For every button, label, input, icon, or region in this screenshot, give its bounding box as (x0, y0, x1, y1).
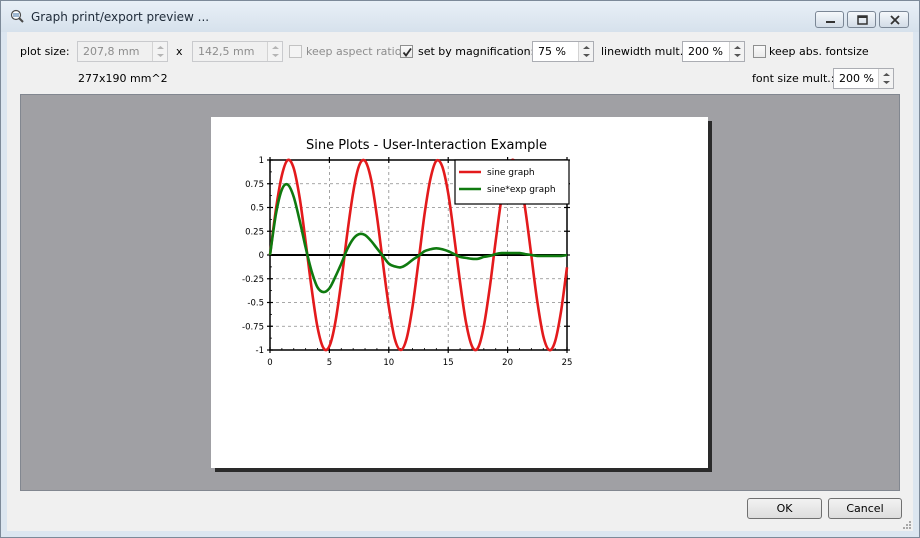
x-tick-label: 5 (327, 358, 332, 368)
linewidth-spin-arrows[interactable] (729, 42, 744, 61)
magnification-spin-arrows[interactable] (578, 42, 593, 61)
plot-width-spinbox[interactable]: 207,8 mm (77, 41, 168, 62)
plot-height-spin-arrows[interactable] (267, 42, 282, 61)
series-line-2 (268, 182, 568, 294)
plot-width-value: 207,8 mm (83, 45, 140, 58)
y-tick-label: 0.75 (245, 180, 264, 190)
resize-grip-icon[interactable] (901, 519, 911, 529)
font-size-spin-arrows[interactable] (878, 69, 893, 88)
plot-width-spin-arrows[interactable] (152, 42, 167, 61)
keep-aspect-label: keep aspect ratio (306, 45, 402, 58)
x-tick-label: 15 (443, 358, 454, 368)
y-tick-label: 0.25 (245, 227, 264, 237)
y-tick-label: 1 (259, 156, 264, 166)
x-tick-label: 20 (502, 358, 513, 368)
preview-page: Sine Plots - User-Interaction Example 1 0.… (211, 117, 708, 468)
ok-button[interactable]: OK (747, 498, 822, 519)
spin-arrows-icon (583, 46, 590, 57)
keep-abs-fontsize-label: keep abs. fontsize (769, 45, 869, 58)
plot-size-label: plot size: (20, 45, 70, 58)
y-tick-label: 0.5 (250, 204, 264, 214)
plot-height-spinbox[interactable]: 142,5 mm (192, 41, 283, 62)
x-tick-label: 10 (383, 358, 394, 368)
title-bar[interactable]: Graph print/export preview ... (1, 1, 919, 32)
y-tick-label: 0 (259, 251, 264, 261)
window-title: Graph print/export preview ... (31, 10, 210, 24)
keep-aspect-checkbox[interactable] (289, 45, 302, 58)
preview-area[interactable]: Sine Plots - User-Interaction Example 1 0.… (20, 94, 900, 491)
plot-height-value: 142,5 mm (198, 45, 255, 58)
y-tick-label: -0.75 (242, 322, 264, 332)
magnification-spinbox[interactable]: 75 % (532, 41, 594, 62)
font-size-mult-value: 200 % (839, 72, 874, 85)
font-size-mult-spinbox[interactable]: 200 % (833, 68, 894, 89)
spin-arrows-icon (272, 46, 279, 57)
spin-arrows-icon (883, 73, 890, 84)
magnification-value: 75 % (538, 45, 566, 58)
font-size-mult-label: font size mult.: (752, 72, 835, 85)
restore-button[interactable] (847, 11, 876, 28)
linewidth-mult-label: linewidth mult.: (601, 45, 687, 58)
x-tick-label: 0 (267, 358, 272, 368)
y-tick-label: -1 (256, 346, 264, 356)
keep-abs-fontsize-checkbox[interactable] (753, 45, 766, 58)
legend-entry: sine graph (487, 168, 535, 178)
dialog-body: plot size: 207,8 mm x 142,5 mm keep aspe… (7, 32, 913, 531)
sine-chart: Sine Plots - User-Interaction Example 1 0.… (242, 138, 573, 368)
set-by-magnification-label: set by magnification: (418, 45, 535, 58)
close-button[interactable] (879, 11, 909, 28)
legend-box (454, 159, 570, 205)
minimize-icon (826, 21, 835, 23)
app-icon (10, 9, 24, 23)
checkmark-icon (402, 47, 412, 57)
spin-arrows-icon (734, 46, 741, 57)
plot-area-label: 277x190 mm^2 (78, 72, 168, 85)
cancel-button[interactable]: Cancel (828, 498, 902, 519)
times-label: x (176, 45, 183, 58)
spin-arrows-icon (157, 46, 164, 57)
y-tick-label: -0.25 (242, 275, 264, 285)
chart-title: Sine Plots - User-Interaction Example (306, 138, 547, 153)
minimize-button[interactable] (815, 11, 844, 28)
set-by-magnification-checkbox[interactable] (400, 45, 413, 58)
linewidth-mult-spinbox[interactable]: 200 % (682, 41, 745, 62)
restore-icon (857, 15, 868, 25)
linewidth-mult-value: 200 % (688, 45, 723, 58)
y-tick-label: -0.5 (247, 299, 264, 309)
x-tick-label: 25 (562, 358, 573, 368)
close-icon (890, 15, 900, 25)
legend-entry: sine*exp graph (487, 185, 556, 195)
